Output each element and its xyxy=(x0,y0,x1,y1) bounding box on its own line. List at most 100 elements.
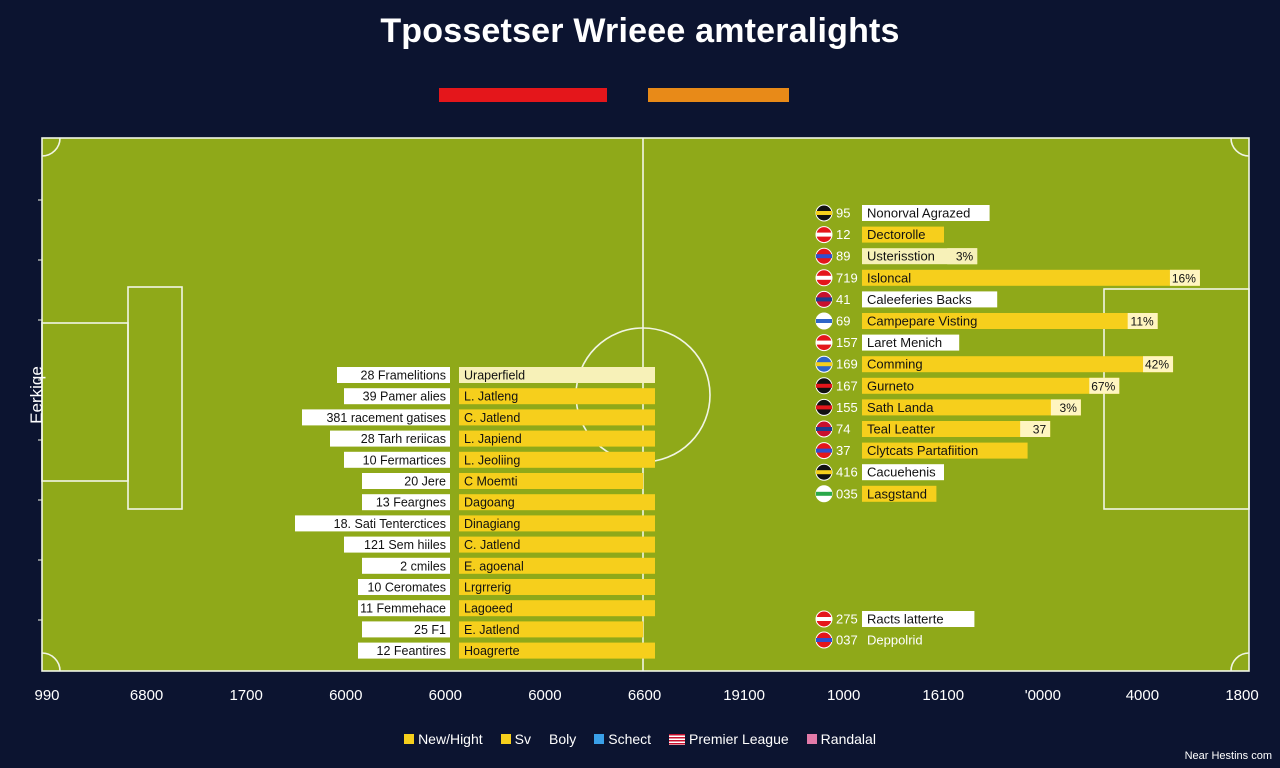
left-row-label: 28 Tarh reriicas xyxy=(361,432,446,446)
left-bar xyxy=(459,409,655,426)
left-row-label: 2 cmiles xyxy=(400,559,446,573)
legend-label: Schect xyxy=(608,731,652,747)
left-row-label-box xyxy=(362,557,450,574)
left-row-label: 20 Jere xyxy=(404,475,446,489)
right-bar-name: Campepare Visting xyxy=(867,314,977,329)
left-row-label-box xyxy=(344,451,450,468)
x-tick-label: '0000 xyxy=(1025,687,1061,704)
right-bar xyxy=(862,399,1081,416)
x-tick-label: 6000 xyxy=(329,687,362,704)
left-row-label: 121 Sem hiiles xyxy=(364,538,446,552)
left-row-label-box xyxy=(362,473,450,489)
x-tick-label: 19100 xyxy=(723,687,765,704)
right-bar-name: Lasgstand xyxy=(867,486,927,501)
corner-arc xyxy=(41,652,61,672)
legend-label: Sv xyxy=(514,731,531,747)
left-bar-name: C Moemti xyxy=(464,475,517,489)
left-bar xyxy=(459,642,655,659)
left-row-label-box xyxy=(337,367,450,383)
left-goal-area xyxy=(127,286,183,510)
right-row-label-box xyxy=(862,334,960,351)
right-bar-pct-box xyxy=(947,248,978,265)
badge-icon xyxy=(815,204,833,222)
legend-label: Randalal xyxy=(820,731,876,747)
flag-icon xyxy=(815,355,833,373)
right-bar-pct: 16% xyxy=(1172,271,1196,285)
left-row-label: 10 Ceromates xyxy=(367,581,446,595)
flag-icon xyxy=(815,631,833,649)
left-bar xyxy=(459,515,655,532)
left-bar-name: C. Jatlend xyxy=(464,411,520,425)
right-bar-pct-box xyxy=(1020,421,1051,437)
right-bar-name: Deppolrid xyxy=(867,633,923,648)
left-bar-name: Lrgrrerig xyxy=(464,581,511,595)
legend: New/Hight Sv Boly Schect Premier League Randa… xyxy=(0,731,1280,747)
x-tick-label: 6000 xyxy=(429,687,462,704)
right-row-number: 155 xyxy=(836,400,858,415)
left-row-label-box xyxy=(362,621,450,638)
right-bar-name: Cacuehenis xyxy=(867,465,936,480)
left-row-label: 28 Framelitions xyxy=(361,369,446,383)
right-row-number: 167 xyxy=(836,378,858,393)
flag-icon xyxy=(815,377,833,395)
flag-icon xyxy=(815,420,833,438)
right-bar-pct: 3% xyxy=(956,250,974,264)
right-row-label-box xyxy=(862,442,1028,459)
left-row-label: 25 F1 xyxy=(414,623,446,637)
left-bar-name: Hoagrerte xyxy=(464,644,520,658)
legend-item: Randalal xyxy=(806,731,876,747)
right-bar-name: Racts latterte xyxy=(867,612,944,627)
x-tick-label: 6000 xyxy=(528,687,561,704)
x-tick-label: 4000 xyxy=(1126,687,1159,704)
right-bar-pct-box xyxy=(1169,269,1200,286)
right-bar-name: Comming xyxy=(867,357,923,372)
right-row-number: 69 xyxy=(836,314,850,329)
left-bar xyxy=(459,473,644,489)
flag-icon xyxy=(815,463,833,481)
x-tick-label: 1800 xyxy=(1225,687,1258,704)
left-row-label: 11 Femmehace xyxy=(360,602,446,616)
left-bar xyxy=(459,557,655,574)
right-row-number: 416 xyxy=(836,465,858,480)
right-row-number: 37 xyxy=(836,443,850,458)
left-bar-name: C. Jatlend xyxy=(464,538,520,552)
left-bar xyxy=(459,367,655,383)
left-row-label: 12 Feantires xyxy=(377,644,446,658)
right-row-label-box xyxy=(862,611,975,627)
legend-item: Boly xyxy=(549,731,576,747)
left-row-label-box xyxy=(344,536,450,553)
right-bar-pct-box xyxy=(1127,313,1158,329)
x-tick-label: 1700 xyxy=(229,687,262,704)
left-row-label-box xyxy=(295,515,450,532)
left-bar-name: E. agoenal xyxy=(464,559,524,573)
flag-icon xyxy=(815,610,833,628)
right-bar xyxy=(862,269,1200,286)
right-bar-name: Laret Menich xyxy=(867,335,942,350)
right-bar-pct-box xyxy=(1143,356,1174,373)
right-row-number: 74 xyxy=(836,422,850,437)
left-bar-name: L. Jeoliing xyxy=(464,453,520,467)
left-row-label: 18. Sati Tenterctices xyxy=(334,517,446,531)
left-row-label-box xyxy=(302,409,450,426)
right-row-number: 719 xyxy=(836,270,858,285)
left-bar xyxy=(459,536,655,553)
y-axis-label: Eerkiqe xyxy=(27,366,46,424)
right-row-label-box xyxy=(862,464,944,481)
right-penalty-box xyxy=(1103,288,1250,510)
corner-note: Near Hestins com xyxy=(1184,750,1272,762)
left-bar xyxy=(459,388,655,405)
right-bar-name: Caleeferies Backs xyxy=(867,292,972,307)
right-row-label-box xyxy=(862,226,944,243)
legend-swatch xyxy=(500,734,511,744)
legend-label: Premier League xyxy=(689,731,789,747)
right-bar-name: Nonorval Agrazed xyxy=(867,206,970,221)
corner-arc xyxy=(41,137,61,157)
right-bar-name: Sath Landa xyxy=(867,400,934,415)
flag-icon xyxy=(815,247,833,265)
right-bar-pct: 67% xyxy=(1091,379,1115,393)
right-row-number: 169 xyxy=(836,357,858,372)
flag-icon xyxy=(815,442,833,460)
right-row-number: 89 xyxy=(836,249,850,264)
legend-swatch xyxy=(404,734,415,744)
right-row-label-box xyxy=(862,485,937,502)
